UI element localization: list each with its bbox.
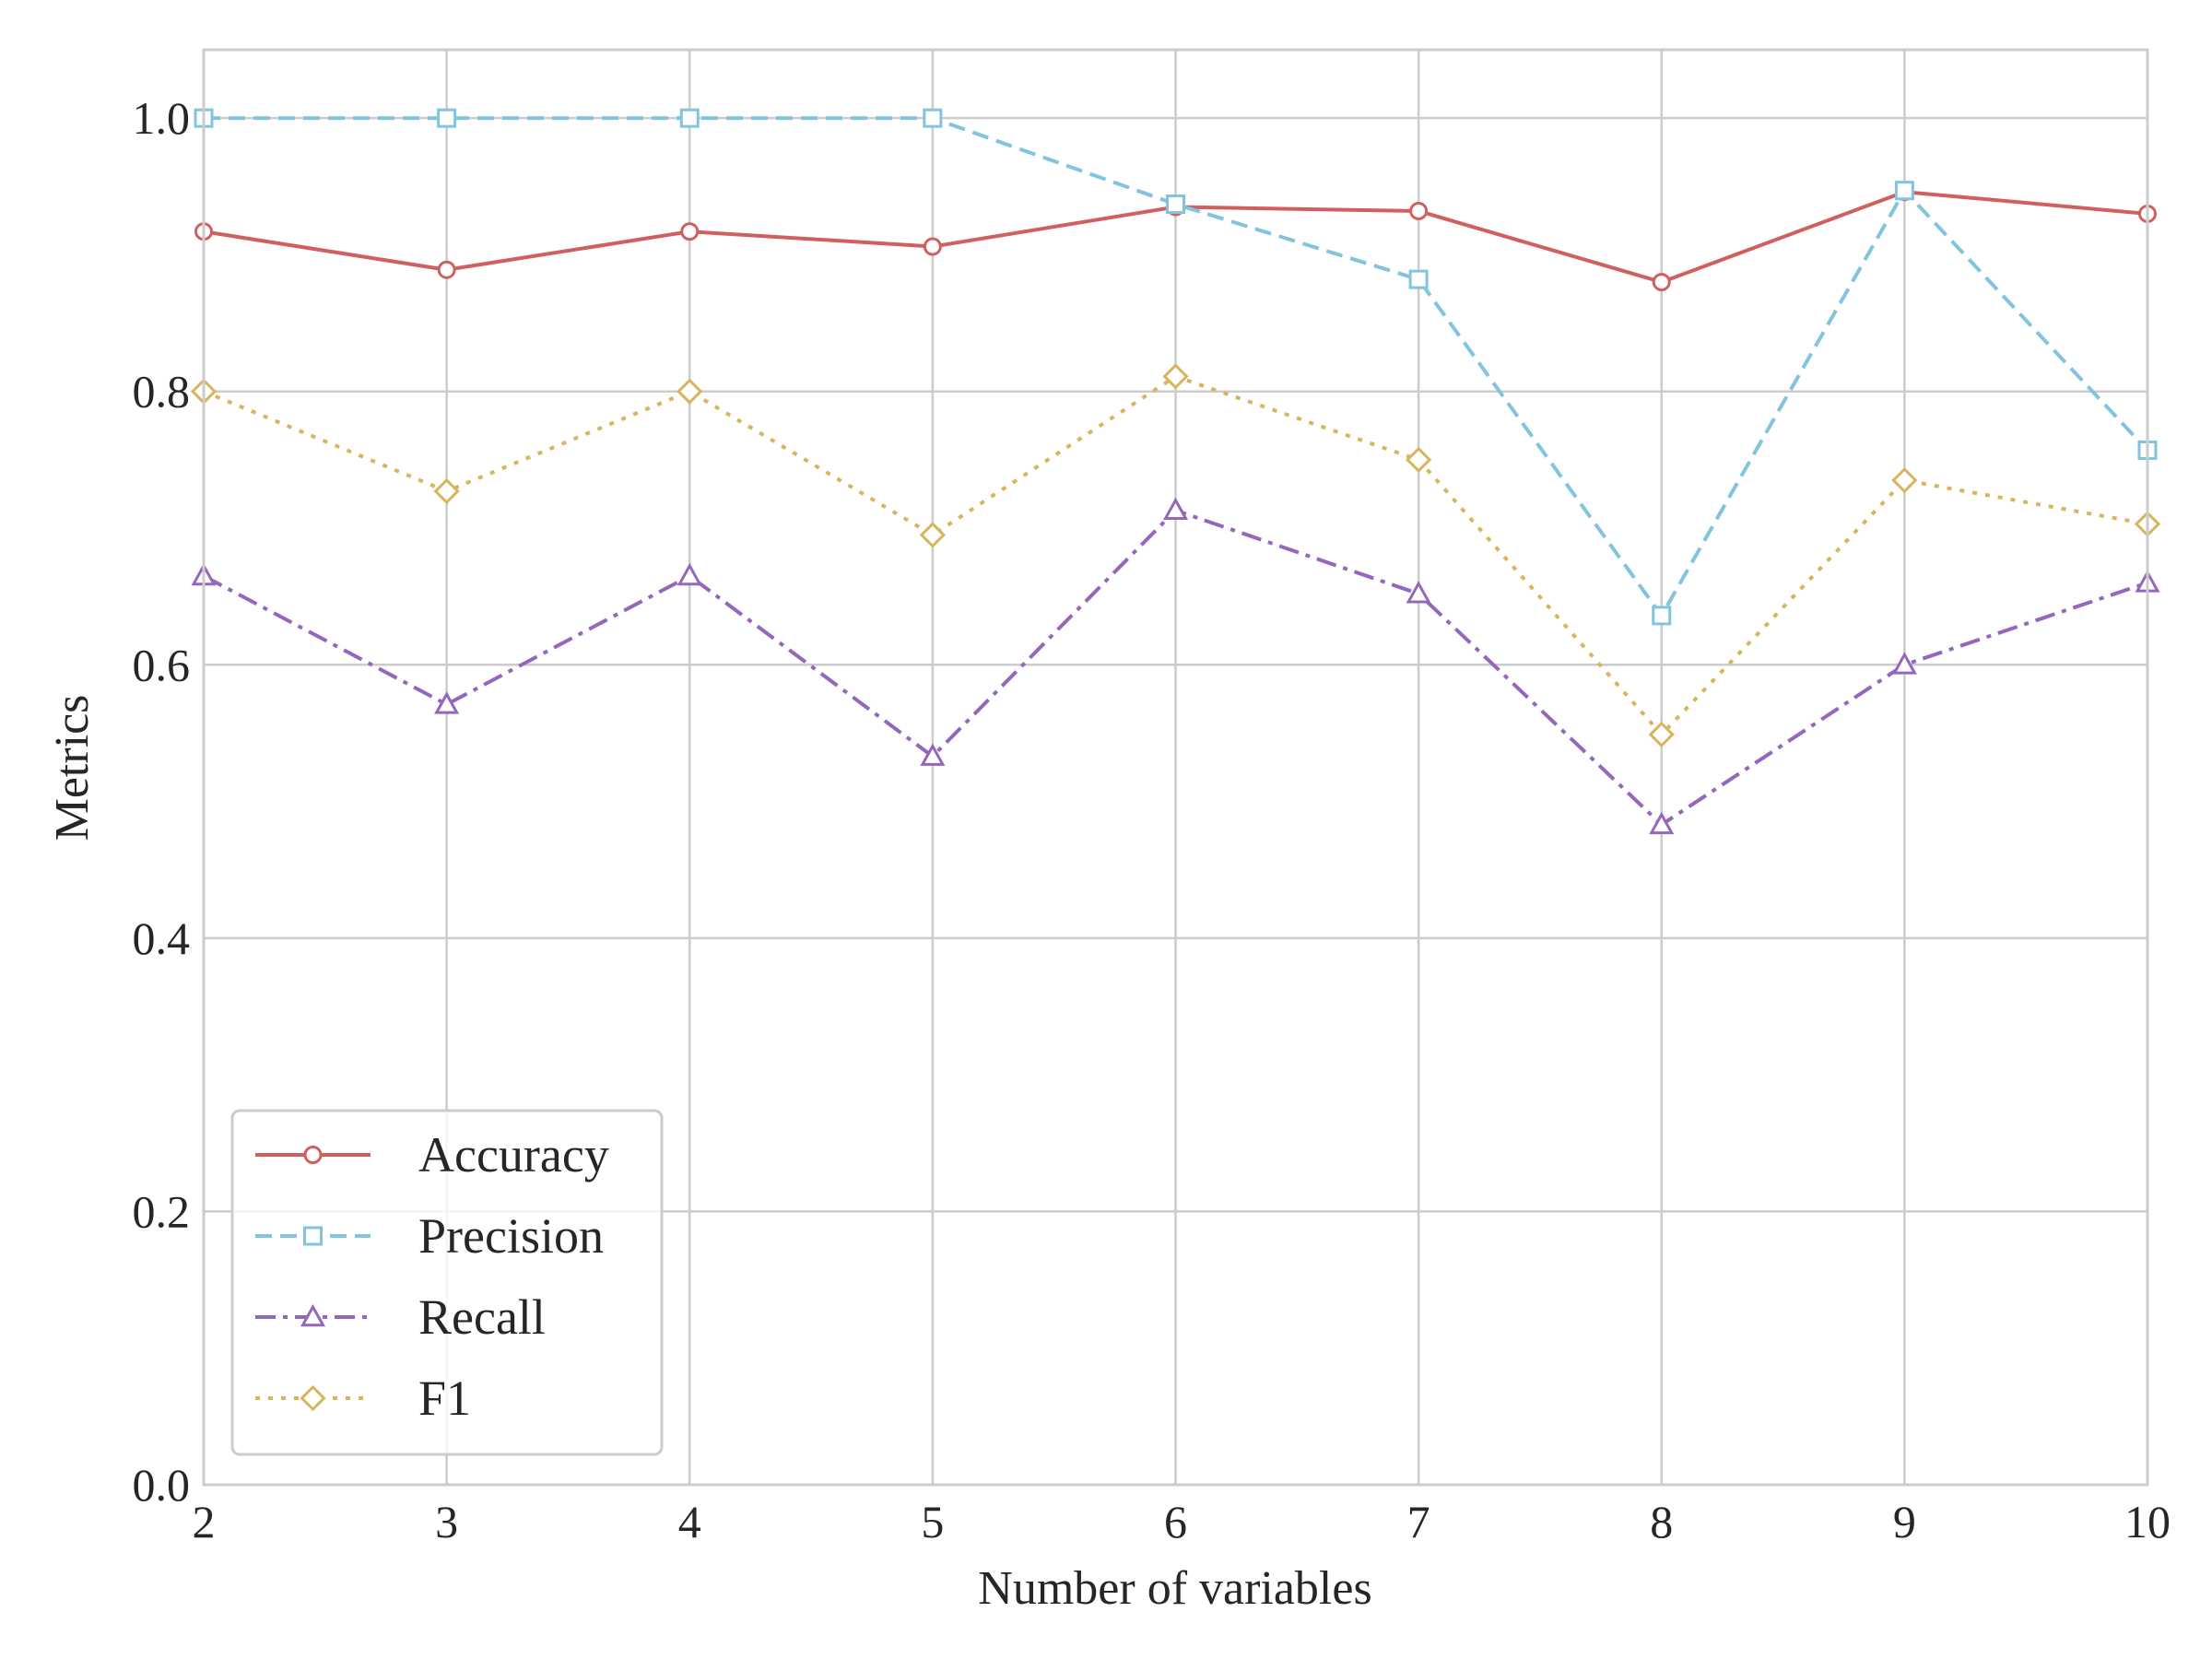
series-recall: [191, 497, 2160, 835]
data-point-f1: [1162, 363, 1189, 390]
y-tick-label: 0.4: [133, 912, 191, 964]
x-axis-label: Number of variables: [978, 1562, 1371, 1615]
x-tick-label: 2: [193, 1496, 216, 1547]
series-lines: [190, 108, 2161, 835]
legend-label-precision: Precision: [418, 1208, 604, 1264]
x-tick-label: 7: [1407, 1496, 1430, 1547]
data-point-f1: [1406, 446, 1432, 473]
data-point-f1: [433, 477, 460, 505]
data-point-accuracy: [923, 237, 942, 256]
legend-marker-recall: [300, 1303, 326, 1327]
data-point-recall: [920, 743, 946, 766]
data-point-accuracy: [437, 260, 456, 279]
data-point-precision: [1652, 606, 1672, 626]
data-point-accuracy: [1652, 273, 1671, 292]
data-point-accuracy: [1409, 201, 1429, 220]
y-tick-label: 0.0: [133, 1459, 191, 1511]
legend-marker-f1: [300, 1384, 326, 1412]
x-tick-label: 10: [2124, 1496, 2171, 1547]
y-axis-label: Metrics: [46, 695, 99, 841]
x-tick-label: 8: [1650, 1496, 1673, 1547]
data-point-precision: [923, 108, 943, 128]
x-tick-label: 3: [435, 1496, 458, 1547]
data-point-f1: [677, 378, 703, 405]
plot-frame: [202, 48, 2149, 1487]
data-point-precision: [1894, 181, 1914, 201]
data-point-recall: [1891, 652, 1917, 675]
data-point-recall: [1162, 497, 1189, 521]
data-point-precision: [1166, 194, 1185, 215]
x-tick-label: 5: [921, 1496, 944, 1547]
legend-box: [230, 1109, 664, 1456]
y-tick-label: 1.0: [133, 92, 191, 144]
data-point-precision: [437, 108, 457, 128]
data-point-precision: [1408, 269, 1429, 289]
legend-marker-precision: [303, 1226, 323, 1246]
legend-label-f1: F1: [418, 1371, 471, 1426]
data-point-f1: [1891, 466, 1918, 494]
tick-labels: 2 3 4 5 6 7 8 9 10 0.0 0.2 0.4 0.6 0.8 1.0: [133, 92, 2171, 1547]
legend: Accuracy Precision Recall F1: [230, 1109, 664, 1456]
x-tick-label: 6: [1164, 1496, 1187, 1547]
data-point-precision: [679, 108, 700, 128]
legend-marker-accuracy: [303, 1146, 323, 1164]
data-point-accuracy: [680, 222, 700, 241]
series-f1: [190, 363, 2161, 748]
data-point-f1: [919, 522, 946, 548]
x-tick-label: 9: [1893, 1496, 1916, 1547]
data-point-f1: [1648, 721, 1675, 748]
y-tick-label: 0.6: [133, 639, 191, 690]
legend-label-accuracy: Accuracy: [418, 1127, 609, 1182]
series-precision: [194, 108, 2158, 626]
data-point-recall: [434, 691, 460, 714]
legend-label-recall: Recall: [418, 1289, 546, 1345]
x-tick-label: 4: [678, 1496, 701, 1547]
y-tick-label: 0.8: [133, 366, 191, 418]
data-point-recall: [1649, 811, 1675, 835]
y-tick-label: 0.2: [133, 1185, 191, 1237]
data-point-recall: [1406, 581, 1431, 604]
data-point-recall: [677, 562, 702, 586]
